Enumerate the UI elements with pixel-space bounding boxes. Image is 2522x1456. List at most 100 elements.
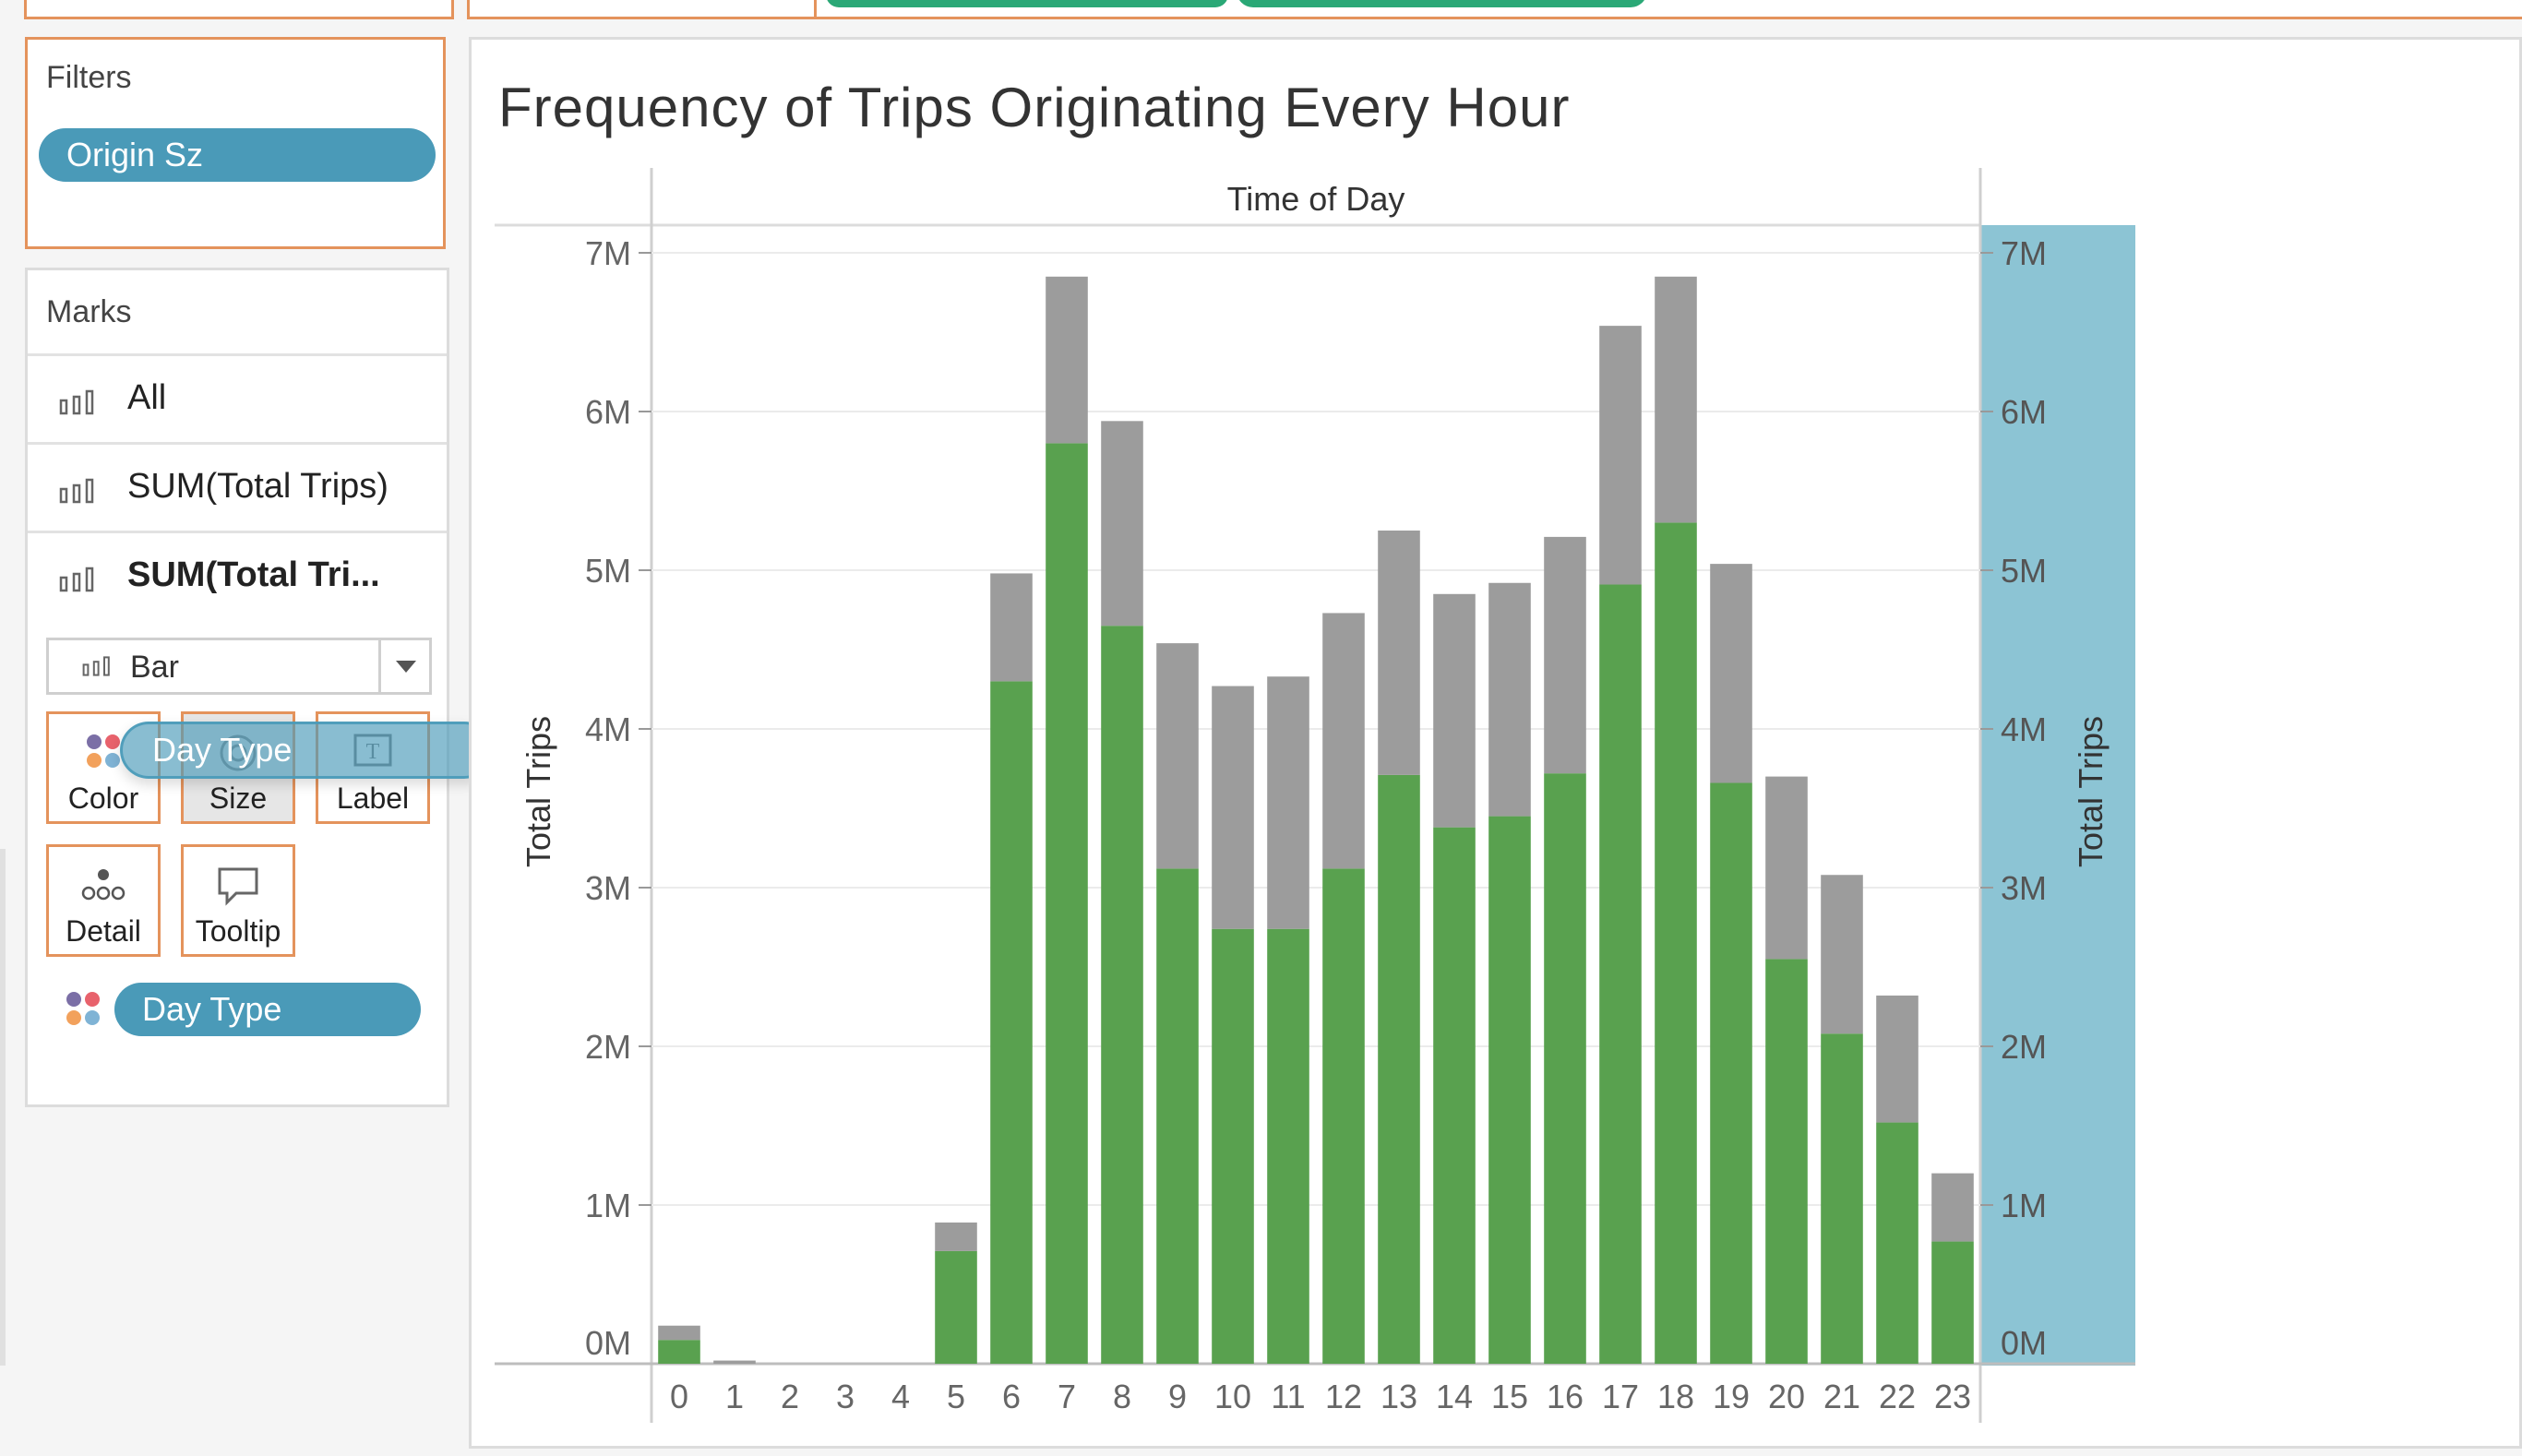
marks-row-label: SUM(Total Tri... xyxy=(127,555,380,595)
bar-segment-weekday[interactable] xyxy=(1876,1123,1918,1364)
mark-type-select[interactable]: Bar xyxy=(46,638,432,695)
y-axis-title-right: Total Trips xyxy=(2072,716,2110,867)
marks-row-sum-total-trips[interactable]: SUM(Total Trips) xyxy=(28,442,447,527)
bar-segment-weekday[interactable] xyxy=(1544,773,1586,1364)
bar-segment-weekend[interactable] xyxy=(1322,613,1365,868)
detail-button-label: Detail xyxy=(49,914,158,949)
bar-segment-weekday[interactable] xyxy=(1322,868,1365,1364)
x-tick-label: 6 xyxy=(1002,1378,1021,1415)
bar-segment-weekday[interactable] xyxy=(1156,868,1199,1364)
x-tick-label: 13 xyxy=(1381,1378,1417,1415)
right-tick-label: 6M xyxy=(2001,393,2047,431)
left-tick-label: 4M xyxy=(585,710,631,748)
left-tick-label: 7M xyxy=(585,234,631,272)
right-tick-label: 1M xyxy=(2001,1187,2047,1224)
x-tick-label: 10 xyxy=(1214,1378,1251,1415)
bar-segment-weekday[interactable] xyxy=(1046,443,1088,1364)
left-tick-label: 2M xyxy=(585,1028,631,1066)
marks-title: Marks xyxy=(46,294,132,330)
bar-segment-weekend[interactable] xyxy=(1710,564,1752,782)
column-header-time-of-day: Time of Day xyxy=(1227,180,1405,218)
marks-row-all[interactable]: All xyxy=(28,353,447,438)
bar-segment-weekday[interactable] xyxy=(1655,522,1697,1364)
bar-segment-weekend[interactable] xyxy=(1046,277,1088,444)
bar-segment-weekend[interactable] xyxy=(713,1361,756,1364)
bar-segment-weekend[interactable] xyxy=(1599,326,1642,584)
bar-chart-icon xyxy=(59,478,96,508)
bar-segment-weekday[interactable] xyxy=(1931,1242,1974,1364)
bar-segment-weekday[interactable] xyxy=(658,1340,700,1364)
right-tick-label: 7M xyxy=(2001,234,2047,272)
bar-segment-weekday[interactable] xyxy=(1267,929,1309,1364)
x-tick-label: 20 xyxy=(1768,1378,1805,1415)
bar-segment-weekend[interactable] xyxy=(1212,686,1254,929)
x-tick-label: 11 xyxy=(1271,1378,1305,1415)
bar-segment-weekend[interactable] xyxy=(1876,996,1918,1123)
bar-segment-weekday[interactable] xyxy=(1101,626,1143,1364)
bar-segment-weekday[interactable] xyxy=(1710,782,1752,1364)
bar-chart-icon xyxy=(82,655,112,682)
left-tick-label: 3M xyxy=(585,869,631,907)
bar-segment-weekday[interactable] xyxy=(990,681,1033,1364)
x-tick-label: 15 xyxy=(1491,1378,1528,1415)
x-tick-label: 23 xyxy=(1934,1378,1971,1415)
bar-segment-weekend[interactable] xyxy=(1931,1174,1974,1242)
bar-segment-weekend[interactable] xyxy=(1378,531,1420,775)
bar-segment-weekend[interactable] xyxy=(1433,594,1476,828)
color-field-pill-day-type[interactable]: Day Type xyxy=(114,983,421,1036)
filters-card[interactable]: Filters Origin Sz xyxy=(25,37,446,249)
bar-segment-weekend[interactable] xyxy=(1267,676,1309,928)
x-tick-label: 22 xyxy=(1879,1378,1916,1415)
x-tick-label: 8 xyxy=(1113,1378,1131,1415)
x-tick-label: 1 xyxy=(725,1378,744,1415)
x-tick-label: 18 xyxy=(1657,1378,1694,1415)
right-tick-label: 5M xyxy=(2001,552,2047,590)
bar-segment-weekend[interactable] xyxy=(658,1326,700,1340)
x-tick-label: 16 xyxy=(1547,1378,1584,1415)
right-tick-label: 3M xyxy=(2001,869,2047,907)
bar-segment-weekend[interactable] xyxy=(1821,875,1863,1033)
mark-type-value: Bar xyxy=(130,650,179,686)
x-tick-label: 0 xyxy=(670,1378,688,1415)
bar-segment-weekend[interactable] xyxy=(1156,643,1199,868)
bar-segment-weekend[interactable] xyxy=(935,1223,977,1251)
bar-segment-weekend[interactable] xyxy=(1101,421,1143,626)
bar-segment-weekday[interactable] xyxy=(1212,929,1254,1364)
bar-segment-weekend[interactable] xyxy=(1655,277,1697,523)
bar-segment-weekend[interactable] xyxy=(1765,777,1808,960)
bar-segment-weekend[interactable] xyxy=(990,573,1033,681)
marks-card: Marks All SUM(Total Trips) SUM(Total Tri… xyxy=(25,268,449,1107)
y-axis-title-left: Total Trips xyxy=(520,716,557,867)
bar-chart-icon xyxy=(59,389,96,420)
filters-title: Filters xyxy=(46,60,132,96)
size-button-label: Size xyxy=(184,782,293,816)
detail-button[interactable]: Detail xyxy=(46,844,161,957)
bar-segment-weekday[interactable] xyxy=(1378,775,1420,1364)
x-tick-label: 14 xyxy=(1436,1378,1473,1415)
x-tick-label: 5 xyxy=(947,1378,965,1415)
bar-segment-weekday[interactable] xyxy=(1433,828,1476,1364)
select-separator xyxy=(378,640,381,692)
bar-chart-icon xyxy=(59,567,96,597)
top-shelf-left[interactable] xyxy=(24,0,454,19)
x-tick-label: 3 xyxy=(836,1378,855,1415)
bar-segment-weekend[interactable] xyxy=(1488,583,1531,817)
bar-segment-weekday[interactable] xyxy=(1599,584,1642,1364)
filter-pill-origin-sz[interactable]: Origin Sz xyxy=(39,128,436,182)
left-divider xyxy=(0,849,6,1366)
bar-segment-weekday[interactable] xyxy=(1765,959,1808,1364)
x-tick-label: 2 xyxy=(781,1378,799,1415)
bar-segment-weekday[interactable] xyxy=(935,1251,977,1364)
x-tick-label: 4 xyxy=(891,1378,910,1415)
marks-row-sum-total-trips-2[interactable]: SUM(Total Tri... xyxy=(28,531,447,615)
tooltip-button[interactable]: Tooltip xyxy=(181,844,295,957)
right-tick-label: 0M xyxy=(2001,1324,2047,1362)
chevron-down-icon[interactable] xyxy=(396,661,416,673)
bar-chart[interactable]: Time of Day 0M 0M 1M 1M 2M 2M 3M 3M 4M 4M 5M 5M 6M 6M 7… xyxy=(469,0,2522,1456)
bar-segment-weekday[interactable] xyxy=(1821,1033,1863,1364)
bar-segment-weekend[interactable] xyxy=(1544,537,1586,773)
left-tick-label: 6M xyxy=(585,393,631,431)
tooltip-bubble-icon xyxy=(184,865,293,911)
bar-segment-weekday[interactable] xyxy=(1488,817,1531,1364)
dragging-pill-day-type[interactable]: Day Type xyxy=(120,722,493,779)
